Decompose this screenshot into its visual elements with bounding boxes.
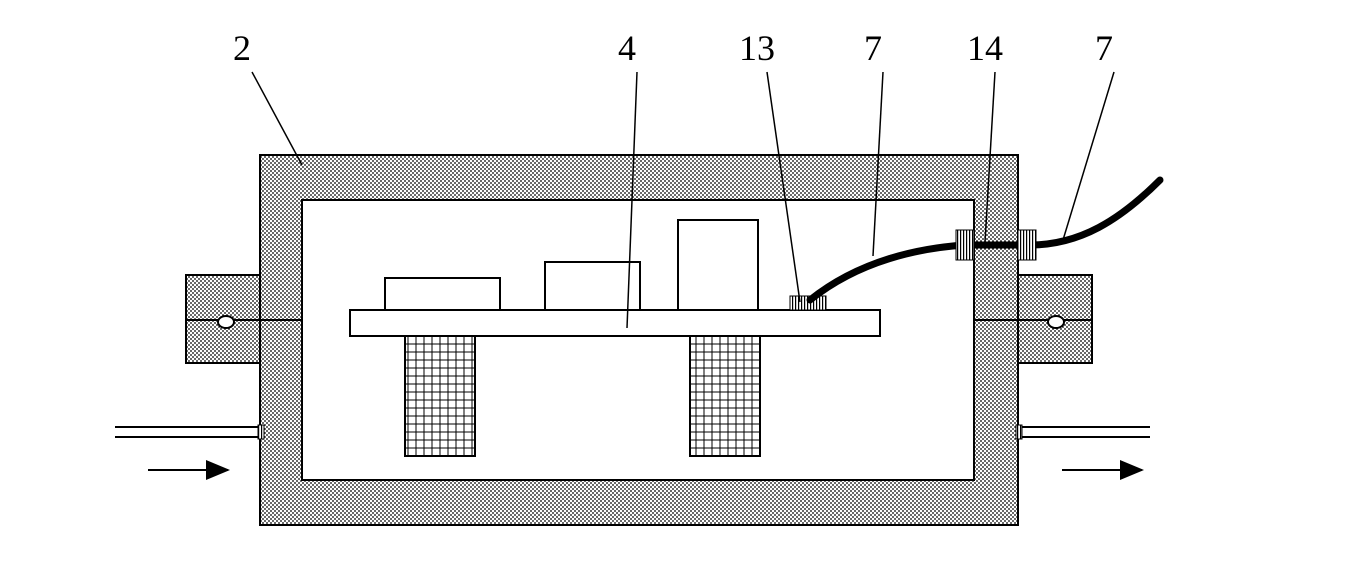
callout-label-14-4: 14 [967, 28, 1003, 68]
feedthrough-plate-outer [1018, 230, 1036, 260]
pipe-gasket-1 [1016, 425, 1022, 439]
pipe-gasket-0 [258, 425, 264, 439]
component-0 [385, 278, 500, 310]
callout-label-2-0: 2 [233, 28, 251, 68]
leader-7-5 [1063, 72, 1114, 240]
bolt-hole-1 [1048, 316, 1064, 328]
support-pillar-0 [405, 336, 475, 456]
component-2 [678, 220, 758, 310]
callout-label-4-1: 4 [618, 28, 636, 68]
feedthrough-plate-inner [956, 230, 974, 260]
component-1 [545, 262, 640, 310]
callout-label-13-2: 13 [739, 28, 775, 68]
circuit-board [350, 310, 880, 336]
support-pillar-1 [690, 336, 760, 456]
callout-label-7-5: 7 [1095, 28, 1113, 68]
callout-label-7-3: 7 [864, 28, 882, 68]
leader-2-0 [252, 72, 302, 165]
bolt-hole-0 [218, 316, 234, 328]
